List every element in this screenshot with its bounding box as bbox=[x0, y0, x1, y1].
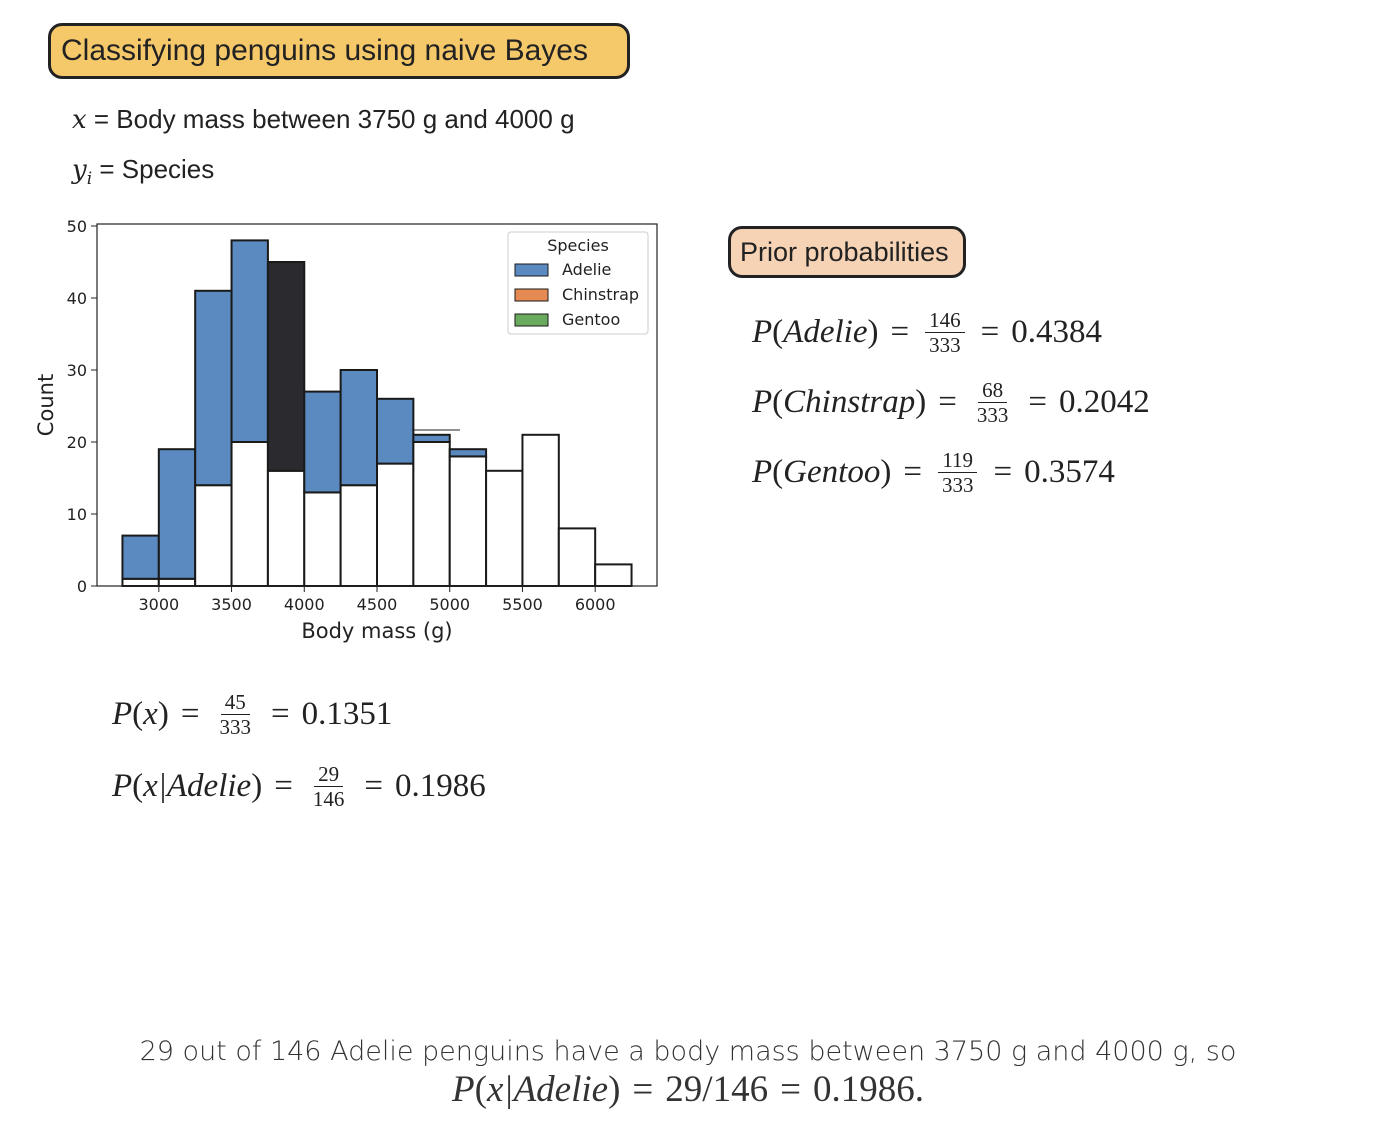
bar-chinstrap-5000 bbox=[448, 455, 488, 587]
body-mass-histogram: 3000 3500 4000 4500 5000 5500 6000 0 10 20 30 40 50… bbox=[34, 217, 658, 643]
bar-chinstrap-3500 bbox=[230, 441, 269, 587]
evidence-label: x bbox=[143, 695, 158, 732]
x-tick-label-4000: 4000 bbox=[284, 595, 325, 614]
likelihood-equation: P(x|Adelie) = 29 146 = 0.1986 bbox=[112, 761, 486, 811]
prior-adelie-label: Adelie bbox=[783, 313, 868, 350]
prior-chinstrap-numerator: 68 bbox=[978, 378, 1008, 403]
legend-label-chinstrap: Chinstrap bbox=[562, 285, 639, 304]
bar-chinstrap-3750 bbox=[266, 469, 306, 587]
y-tick-label-10: 10 bbox=[67, 505, 87, 524]
y-definition-text: = Species bbox=[92, 154, 215, 184]
y-tick-label-50: 50 bbox=[67, 217, 87, 236]
x-tick-label-3000: 3000 bbox=[138, 595, 179, 614]
x-axis-ticks: 3000 3500 4000 4500 5000 5500 6000 bbox=[138, 586, 616, 614]
y-axis-label: Count bbox=[34, 374, 58, 436]
legend-title: Species bbox=[547, 236, 609, 255]
prior-gentoo-numerator: 119 bbox=[938, 448, 978, 473]
legend-label-adelie: Adelie bbox=[562, 260, 611, 279]
caption-eq-label: x|Adelie bbox=[486, 1069, 609, 1110]
x-tick-label-3500: 3500 bbox=[211, 595, 252, 614]
bar-adelie-3250 bbox=[194, 289, 233, 487]
y-tick-label-30: 30 bbox=[67, 361, 87, 380]
y-tick-label-0: 0 bbox=[77, 577, 87, 596]
bar-adelie-3500 bbox=[230, 239, 269, 443]
prior-chinstrap-label: Chinstrap bbox=[783, 383, 916, 420]
prior-adelie-fraction: 146 333 bbox=[925, 308, 965, 357]
likelihood-fraction: 29 146 bbox=[309, 762, 349, 811]
evidence-denominator: 333 bbox=[219, 714, 251, 739]
bar-chinstrap-5250 bbox=[485, 469, 524, 587]
bar-chinstrap-4000 bbox=[303, 491, 342, 587]
bar-adelie-3000 bbox=[157, 448, 197, 580]
y-tick-label-20: 20 bbox=[67, 433, 87, 452]
evidence-fraction: 45 333 bbox=[215, 690, 255, 739]
x-tick-label-4500: 4500 bbox=[357, 595, 398, 614]
bar-chinstrap-6000 bbox=[594, 563, 633, 588]
legend-swatch-gentoo bbox=[514, 313, 549, 327]
bar-chinstrap-4750 bbox=[412, 441, 451, 587]
page-title: Classifying penguins using naive Bayes bbox=[48, 23, 630, 79]
bar-adelie-2750 bbox=[121, 534, 160, 580]
bar-adelie-4250 bbox=[339, 369, 378, 487]
legend-label-gentoo: Gentoo bbox=[562, 310, 620, 329]
prior-gentoo-label: Gentoo bbox=[783, 453, 881, 490]
x-axis-label: Body mass (g) bbox=[301, 619, 452, 643]
y-tick-label-40: 40 bbox=[67, 289, 87, 308]
caption-equation: P(x|Adelie) = 29/146 = 0.1986. bbox=[452, 1069, 924, 1110]
prior-adelie-value: 0.4384 bbox=[1011, 313, 1102, 350]
x-tick-label-6000: 6000 bbox=[575, 595, 616, 614]
evidence-value: 0.1351 bbox=[301, 695, 393, 732]
legend-frame bbox=[507, 231, 649, 335]
y-variable: y bbox=[72, 155, 87, 185]
bar-chinstrap-4500 bbox=[376, 462, 415, 588]
likelihood-denominator: 146 bbox=[312, 786, 345, 811]
x-definition-text: = Body mass between 3750 g and 4000 g bbox=[86, 104, 575, 134]
prior-chinstrap-value: 0.2042 bbox=[1058, 383, 1150, 420]
bar-chinstrap-5750 bbox=[557, 527, 597, 588]
x-variable: x bbox=[72, 105, 87, 135]
evidence-equation: P(x) = 45 333 = 0.1351 bbox=[112, 689, 393, 739]
chart-legend: Species Adelie Chinstrap Gentoo bbox=[507, 231, 649, 335]
likelihood-label: x|Adelie bbox=[143, 767, 252, 804]
bar-adelie-5000 bbox=[448, 448, 488, 458]
legend-swatch-chinstrap bbox=[514, 288, 549, 302]
bar-chinstrap-5500 bbox=[521, 433, 560, 587]
x-tick-label-5500: 5500 bbox=[502, 595, 543, 614]
bar-adelie-4750 bbox=[412, 433, 451, 443]
x-definition: x = Body mass between 3750 g and 4000 g bbox=[72, 104, 575, 135]
y-axis-ticks: 0 10 20 30 40 50 bbox=[67, 217, 97, 596]
prior-adelie-numerator: 146 bbox=[925, 308, 965, 333]
caption-eq-rhs: 29/146 bbox=[665, 1069, 769, 1110]
prior-probabilities-heading: Prior probabilities bbox=[728, 226, 966, 278]
x-tick-label-5000: 5000 bbox=[429, 595, 470, 614]
bar-chinstrap-3000 bbox=[157, 577, 197, 587]
bar-chinstrap-4250 bbox=[339, 484, 378, 588]
bar-chinstrap-2750 bbox=[121, 577, 160, 587]
prior-chinstrap-equation: P(Chinstrap) = 68 333 = 0.2042 bbox=[752, 377, 1150, 427]
prior-adelie-equation: P(Adelie) = 146 333 = 0.4384 bbox=[752, 307, 1102, 357]
prior-chinstrap-denominator: 333 bbox=[976, 402, 1009, 427]
bar-adelie-4000 bbox=[303, 390, 342, 494]
bar-chinstrap-3250 bbox=[194, 484, 233, 588]
bar-adelie-3750 bbox=[266, 261, 306, 472]
caption-text: 29 out of 146 Adelie penguins have a bod… bbox=[139, 1036, 1237, 1067]
likelihood-numerator: 29 bbox=[314, 762, 344, 787]
prior-gentoo-value: 0.3574 bbox=[1024, 453, 1115, 490]
evidence-numerator: 45 bbox=[220, 690, 250, 715]
caption-eq-value: 0.1986 bbox=[812, 1069, 915, 1110]
prior-gentoo-denominator: 333 bbox=[941, 472, 974, 497]
prior-chinstrap-fraction: 68 333 bbox=[973, 378, 1013, 427]
bar-adelie-4500 bbox=[376, 397, 415, 465]
y-subscript: i bbox=[86, 169, 93, 190]
y-definition: yi = Species bbox=[72, 154, 214, 189]
legend-swatch-adelie bbox=[514, 263, 549, 277]
histogram-bars bbox=[121, 239, 633, 588]
prior-adelie-denominator: 333 bbox=[929, 332, 961, 357]
prior-gentoo-fraction: 119 333 bbox=[938, 448, 978, 497]
prior-gentoo-equation: P(Gentoo) = 119 333 = 0.3574 bbox=[752, 447, 1115, 497]
likelihood-value: 0.1986 bbox=[394, 767, 486, 804]
